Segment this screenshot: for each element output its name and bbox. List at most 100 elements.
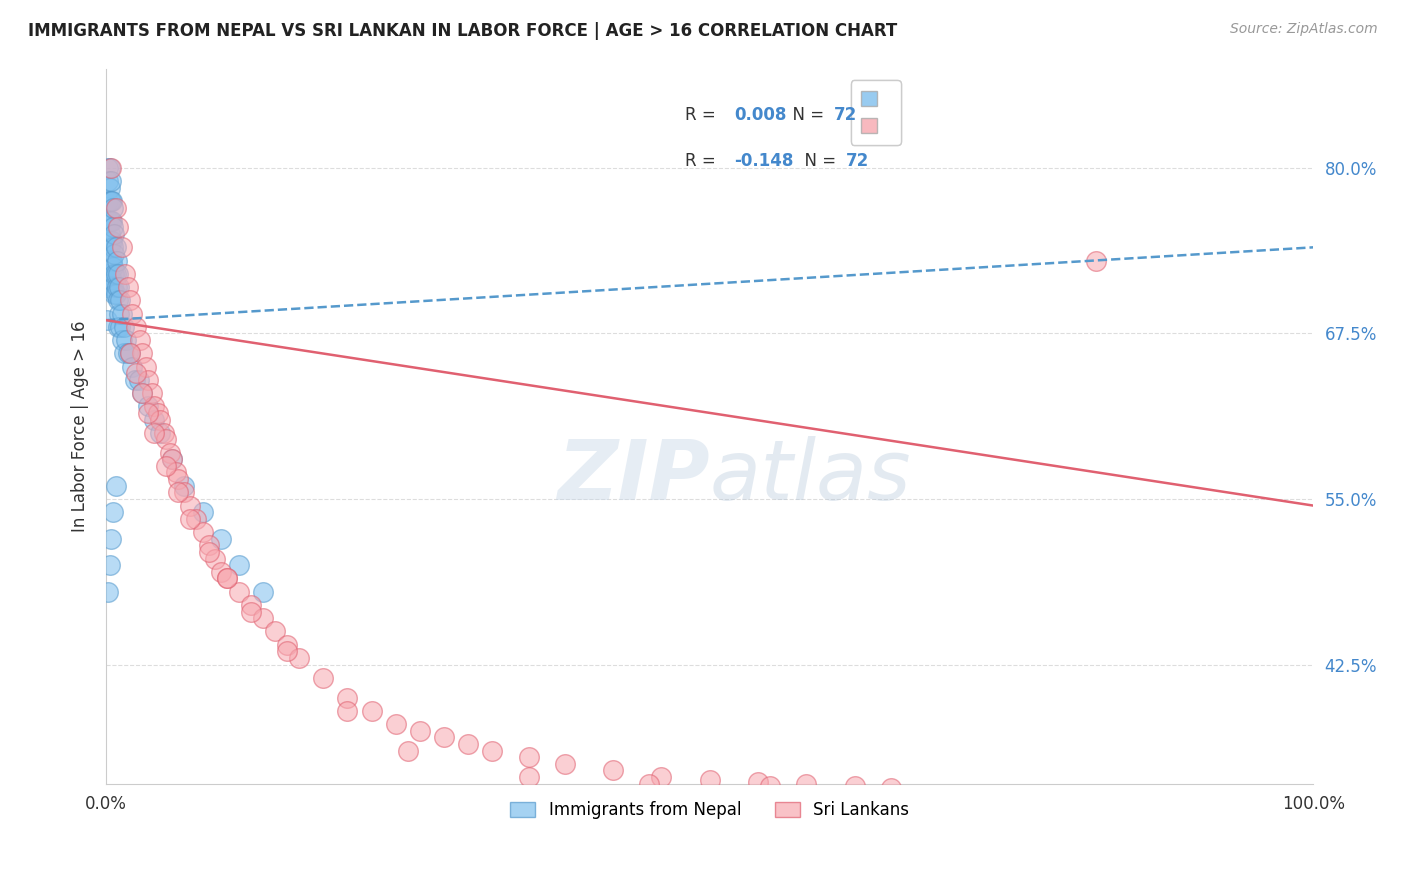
Point <box>96 280 118 294</box>
Point <box>136 373 159 387</box>
Point <box>97 214 120 228</box>
Point <box>125 366 148 380</box>
Point <box>162 452 184 467</box>
Point <box>204 551 226 566</box>
Point <box>215 571 238 585</box>
Point <box>228 584 250 599</box>
Text: N =: N = <box>782 106 830 124</box>
Text: atlas: atlas <box>710 435 911 516</box>
Point <box>162 452 184 467</box>
Text: Source: ZipAtlas.com: Source: ZipAtlas.com <box>1230 22 1378 37</box>
Point <box>125 319 148 334</box>
Text: ZIP: ZIP <box>557 435 710 516</box>
Point <box>131 386 153 401</box>
Point <box>149 412 172 426</box>
Point <box>124 373 146 387</box>
Point <box>96 313 118 327</box>
Point <box>191 525 214 540</box>
Point <box>107 293 129 308</box>
Point <box>101 280 124 294</box>
Text: 0.008: 0.008 <box>734 106 786 124</box>
Point <box>100 174 122 188</box>
Point <box>215 571 238 585</box>
Point <box>100 161 122 175</box>
Point <box>110 333 132 347</box>
Point <box>100 214 122 228</box>
Point <box>239 605 262 619</box>
Point <box>228 558 250 573</box>
Point <box>108 280 131 294</box>
Point <box>517 750 540 764</box>
Point <box>96 267 118 281</box>
Point <box>103 267 125 281</box>
Point <box>167 472 190 486</box>
Point <box>105 280 128 294</box>
Point <box>457 737 479 751</box>
Point <box>173 485 195 500</box>
Point <box>312 671 335 685</box>
Point <box>794 777 817 791</box>
Point <box>360 704 382 718</box>
Point <box>146 406 169 420</box>
Point <box>103 286 125 301</box>
Point <box>264 624 287 639</box>
Point <box>336 690 359 705</box>
Point <box>179 512 201 526</box>
Point <box>844 780 866 794</box>
Point <box>103 247 125 261</box>
Point <box>197 538 219 552</box>
Point <box>135 359 157 374</box>
Point <box>209 565 232 579</box>
Point <box>101 273 124 287</box>
Point <box>165 466 187 480</box>
Point <box>179 499 201 513</box>
Point <box>115 333 138 347</box>
Point <box>239 598 262 612</box>
Point <box>143 399 166 413</box>
Point <box>141 386 163 401</box>
Point <box>120 293 142 308</box>
Point <box>638 777 661 791</box>
Point <box>128 333 150 347</box>
Point <box>98 558 121 573</box>
Point <box>517 770 540 784</box>
Point <box>104 479 127 493</box>
Point <box>104 267 127 281</box>
Text: 72: 72 <box>846 153 869 170</box>
Y-axis label: In Labor Force | Age > 16: In Labor Force | Age > 16 <box>72 320 89 532</box>
Point <box>276 644 298 658</box>
Point <box>191 505 214 519</box>
Point <box>143 425 166 440</box>
Point <box>97 584 120 599</box>
Legend: Immigrants from Nepal, Sri Lankans: Immigrants from Nepal, Sri Lankans <box>503 794 915 825</box>
Point <box>98 240 121 254</box>
Point <box>107 220 129 235</box>
Point <box>98 214 121 228</box>
Point <box>101 253 124 268</box>
Text: R =: R = <box>686 153 721 170</box>
Point <box>100 194 122 208</box>
Point <box>101 240 124 254</box>
Point <box>104 286 127 301</box>
Point <box>276 638 298 652</box>
Point <box>288 651 311 665</box>
Point <box>97 234 120 248</box>
Point <box>128 373 150 387</box>
Text: -0.148: -0.148 <box>734 153 793 170</box>
Point <box>107 267 129 281</box>
Text: N =: N = <box>794 153 842 170</box>
Point <box>759 780 782 794</box>
Point <box>104 201 127 215</box>
Point <box>136 406 159 420</box>
Point <box>97 174 120 188</box>
Point <box>98 227 121 241</box>
Point <box>602 764 624 778</box>
Point <box>186 512 208 526</box>
Point <box>120 346 142 360</box>
Point <box>98 180 121 194</box>
Point <box>97 194 120 208</box>
Point <box>396 744 419 758</box>
Point <box>197 545 219 559</box>
Point <box>409 723 432 738</box>
Point <box>481 744 503 758</box>
